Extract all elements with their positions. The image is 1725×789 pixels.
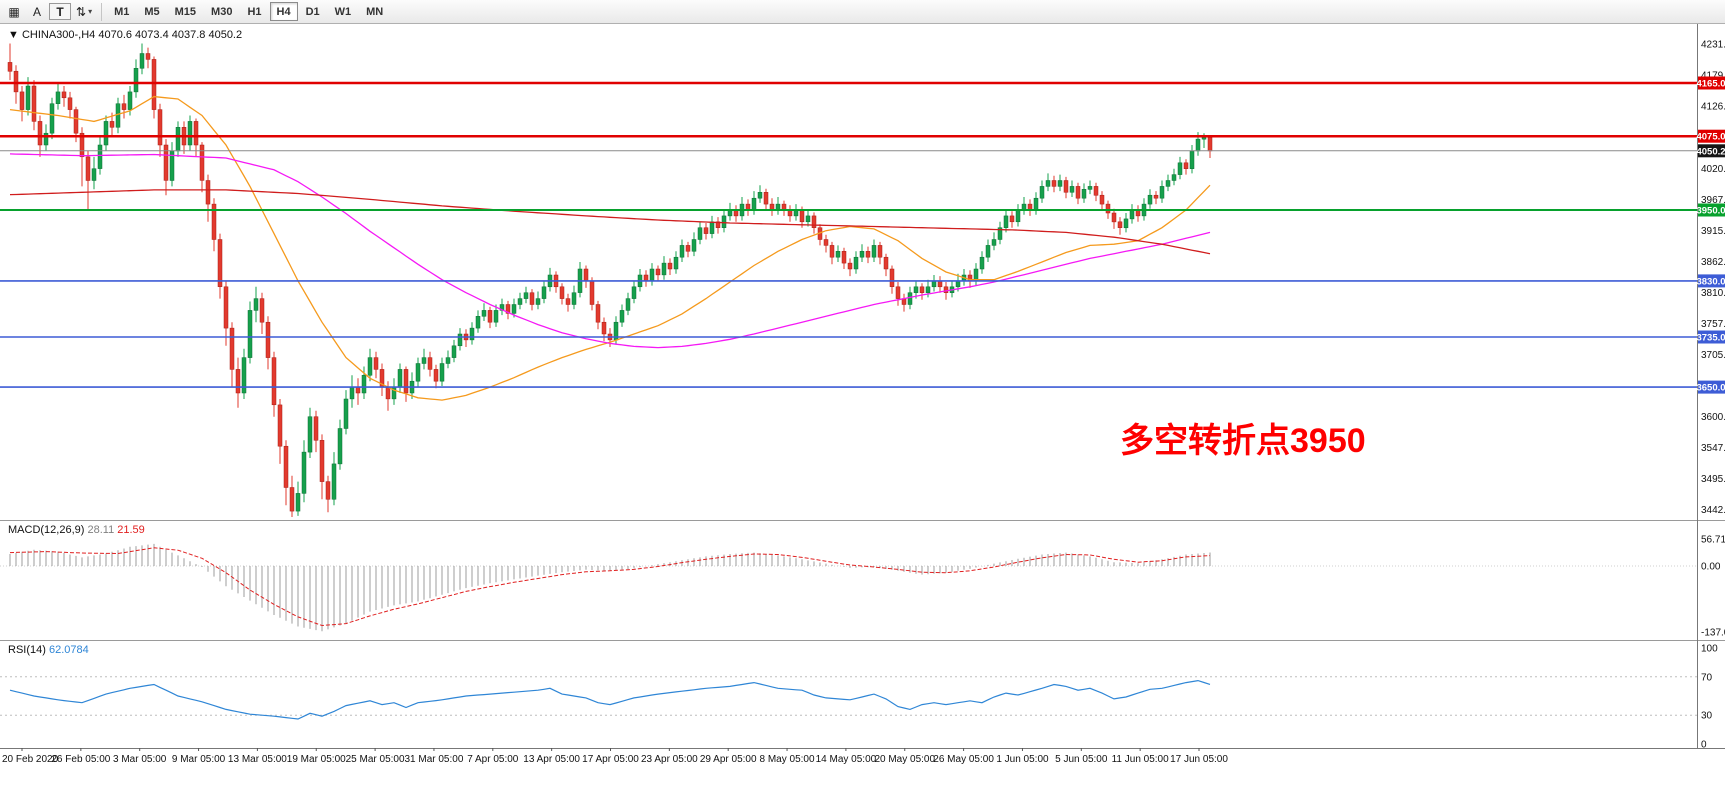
- svg-text:7 Apr 05:00: 7 Apr 05:00: [467, 754, 519, 765]
- timeframe-h4[interactable]: H4: [269, 2, 298, 21]
- svg-text:56.71: 56.71: [1701, 534, 1725, 545]
- svg-text:20 May 05:00: 20 May 05:00: [874, 754, 935, 765]
- timeframe-m1[interactable]: M1: [107, 2, 136, 21]
- price-tag-4075.0: [1698, 129, 1725, 143]
- ma-slow-line: [9, 189, 1211, 255]
- svg-text:11 Jun 05:00: 11 Jun 05:00: [1112, 754, 1170, 765]
- svg-text:19 Mar 05:00: 19 Mar 05:00: [287, 754, 346, 765]
- svg-text:9 Mar 05:00: 9 Mar 05:00: [172, 754, 226, 765]
- svg-text:5 Jun 05:00: 5 Jun 05:00: [1055, 754, 1108, 765]
- text-tool[interactable]: T: [49, 3, 71, 20]
- svg-text:0.00: 0.00: [1701, 562, 1721, 573]
- svg-text:3 Mar 05:00: 3 Mar 05:00: [113, 754, 167, 765]
- price-tag-4050.2: [1698, 144, 1725, 158]
- svg-text:26 May 05:00: 26 May 05:00: [933, 754, 994, 765]
- price-tag-4165.0: [1698, 76, 1725, 90]
- draw-tools-dropdown[interactable]: ⇅ ▾: [72, 2, 96, 21]
- svg-text:14 May 05:00: 14 May 05:00: [816, 754, 877, 765]
- rsi-label: RSI(14) 62.0784: [8, 644, 89, 656]
- tool-group: ▦ A T ⇅ ▾: [3, 2, 96, 21]
- macd-label: MACD(12,26,9) 28.11 21.59: [8, 524, 145, 536]
- svg-text:3650.0: 3650.0: [1696, 383, 1725, 394]
- annotation-a-tool[interactable]: A: [26, 2, 48, 21]
- indicator-windows-icon[interactable]: ▦: [3, 2, 25, 21]
- svg-text:3950.0: 3950.0: [1696, 206, 1725, 217]
- svg-text:3862.5: 3862.5: [1701, 257, 1725, 268]
- timeframe-d1[interactable]: D1: [299, 2, 327, 21]
- ma-fast-line: [9, 95, 1211, 401]
- svg-text:31 Mar 05:00: 31 Mar 05:00: [404, 754, 463, 765]
- svg-text:3705.0: 3705.0: [1701, 350, 1725, 361]
- toolbar: ▦ A T ⇅ ▾ M1 M5 M15 M30 H1 H4 D1 W1 MN: [0, 0, 1725, 24]
- svg-text:4050.2: 4050.2: [1696, 146, 1725, 157]
- svg-text:3967.5: 3967.5: [1701, 195, 1725, 206]
- timeframe-m30[interactable]: M30: [204, 2, 239, 21]
- svg-text:3915.0: 3915.0: [1701, 226, 1725, 237]
- svg-text:3547.5: 3547.5: [1701, 443, 1725, 454]
- svg-text:20 Feb 2020: 20 Feb 2020: [2, 754, 59, 765]
- chevron-down-icon: ▾: [88, 7, 93, 16]
- chart-svg[interactable]: 4231.5 4179.0 4126.5 4075.0 4020.0 3967.5 3915…: [0, 24, 1725, 789]
- svg-text:17 Apr 05:00: 17 Apr 05:00: [582, 754, 639, 765]
- svg-text:70: 70: [1701, 672, 1713, 683]
- chart-canvas[interactable]: 4231.5 4179.0 4126.5 4075.0 4020.0 3967.5 3915…: [0, 24, 1725, 789]
- timeframe-m5[interactable]: M5: [137, 2, 166, 21]
- svg-text:4231.5: 4231.5: [1701, 39, 1725, 50]
- price-tag-3650.0: [1698, 380, 1725, 394]
- svg-text:0: 0: [1701, 740, 1707, 751]
- svg-text:3600.0: 3600.0: [1701, 412, 1725, 423]
- timeframe-h1[interactable]: H1: [240, 2, 268, 21]
- rsi-line: [9, 679, 1211, 720]
- svg-text:13 Mar 05:00: 13 Mar 05:00: [228, 754, 287, 765]
- svg-text:8 May 05:00: 8 May 05:00: [760, 754, 815, 765]
- price-tag-3830.0: [1698, 274, 1725, 288]
- svg-text:17 Jun 05:00: 17 Jun 05:00: [1170, 754, 1228, 765]
- svg-text:30: 30: [1701, 711, 1713, 722]
- symbol-ohlc-readout: ▼ CHINA300-,H4 4070.6 4073.4 4037.8 4050…: [8, 29, 242, 41]
- svg-text:-137.01: -137.01: [1701, 627, 1725, 638]
- arrows-icon: ⇅: [76, 4, 87, 19]
- svg-text:3735.0: 3735.0: [1696, 332, 1725, 343]
- svg-text:4165.0: 4165.0: [1696, 79, 1725, 90]
- chart-annotation: 多空转折点3950: [1120, 422, 1366, 460]
- timeframe-mn[interactable]: MN: [359, 2, 390, 21]
- macd-signal-line: [9, 547, 1211, 627]
- svg-text:29 Apr 05:00: 29 Apr 05:00: [700, 754, 757, 765]
- timeframe-group: M1 M5 M15 M30 H1 H4 D1 W1 MN: [107, 2, 390, 21]
- timeframe-w1[interactable]: W1: [328, 2, 359, 21]
- toolbar-separator: [101, 2, 103, 21]
- price-tag-3735.0: [1698, 330, 1725, 344]
- svg-text:4075.0: 4075.0: [1696, 132, 1725, 143]
- svg-text:26 Feb 05:00: 26 Feb 05:00: [51, 754, 110, 765]
- svg-text:3830.0: 3830.0: [1696, 276, 1725, 287]
- price-tag-3950.0: [1698, 203, 1725, 217]
- candlestick-series: [7, 43, 1213, 517]
- svg-text:3757.5: 3757.5: [1701, 319, 1725, 330]
- svg-text:25 Mar 05:00: 25 Mar 05:00: [346, 754, 405, 765]
- svg-text:3810.0: 3810.0: [1701, 288, 1725, 299]
- svg-text:4179.0: 4179.0: [1701, 70, 1725, 81]
- svg-text:100: 100: [1701, 644, 1718, 655]
- svg-text:3442.5: 3442.5: [1701, 505, 1725, 516]
- svg-text:13 Apr 05:00: 13 Apr 05:00: [523, 754, 580, 765]
- svg-text:3495.0: 3495.0: [1701, 474, 1725, 485]
- svg-text:4126.5: 4126.5: [1701, 101, 1725, 112]
- svg-text:4020.0: 4020.0: [1701, 164, 1725, 175]
- ma-medium-line: [9, 153, 1211, 349]
- svg-text:23 Apr 05:00: 23 Apr 05:00: [641, 754, 698, 765]
- macd-histogram: [9, 543, 1211, 632]
- timeframe-m15[interactable]: M15: [168, 2, 203, 21]
- svg-text:1 Jun 05:00: 1 Jun 05:00: [996, 754, 1049, 765]
